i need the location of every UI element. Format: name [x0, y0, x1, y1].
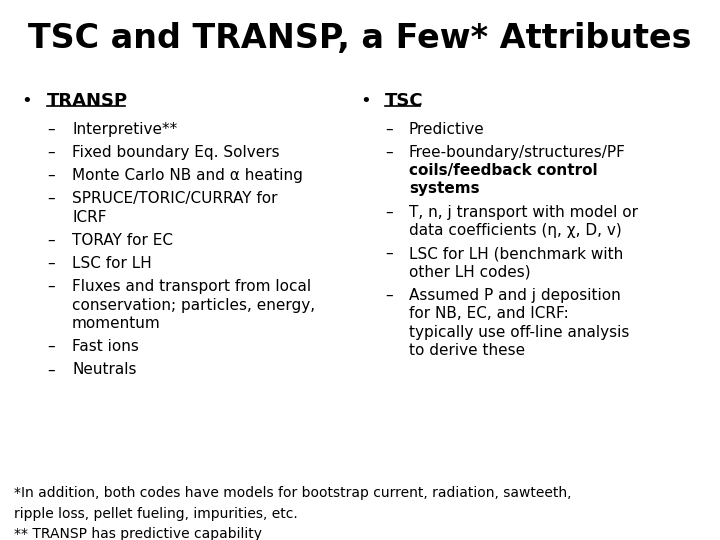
Text: to derive these: to derive these	[409, 343, 525, 358]
Text: coils/feedback control: coils/feedback control	[409, 163, 598, 178]
Text: SPRUCE/TORIC/CURRAY for: SPRUCE/TORIC/CURRAY for	[72, 191, 277, 206]
Text: –: –	[47, 233, 55, 248]
Text: –: –	[47, 145, 55, 160]
Text: LSC for LH: LSC for LH	[72, 256, 152, 271]
Text: Interpretive**: Interpretive**	[72, 122, 177, 137]
Text: TRANSP: TRANSP	[47, 92, 128, 110]
Text: typically use off-line analysis: typically use off-line analysis	[409, 325, 629, 340]
Text: Neutrals: Neutrals	[72, 362, 137, 377]
Text: •: •	[22, 92, 32, 110]
Text: –: –	[47, 362, 55, 377]
Text: –: –	[47, 168, 55, 183]
Text: Assumed P and j deposition: Assumed P and j deposition	[409, 288, 621, 303]
Text: data coefficients (η, χ, D, v): data coefficients (η, χ, D, v)	[409, 223, 621, 238]
Text: –: –	[385, 145, 393, 160]
Text: T, n, j transport with model or: T, n, j transport with model or	[409, 205, 638, 220]
Text: •: •	[360, 92, 371, 110]
Text: systems: systems	[409, 181, 480, 197]
Text: Fixed boundary Eq. Solvers: Fixed boundary Eq. Solvers	[72, 145, 279, 160]
Text: Monte Carlo NB and α heating: Monte Carlo NB and α heating	[72, 168, 303, 183]
Text: TORAY for EC: TORAY for EC	[72, 233, 173, 248]
Text: for NB, EC, and ICRF:: for NB, EC, and ICRF:	[409, 306, 569, 321]
Text: –: –	[385, 122, 393, 137]
Text: TSC: TSC	[385, 92, 424, 110]
Text: ** TRANSP has predictive capability: ** TRANSP has predictive capability	[14, 527, 262, 540]
Text: –: –	[47, 256, 55, 271]
Text: LSC for LH (benchmark with: LSC for LH (benchmark with	[409, 246, 624, 261]
Text: ripple loss, pellet fueling, impurities, etc.: ripple loss, pellet fueling, impurities,…	[14, 507, 298, 521]
Text: –: –	[385, 246, 393, 261]
Text: –: –	[47, 191, 55, 206]
Text: Fluxes and transport from local: Fluxes and transport from local	[72, 279, 311, 294]
Text: ICRF: ICRF	[72, 210, 107, 225]
Text: conservation; particles, energy,: conservation; particles, energy,	[72, 298, 315, 313]
Text: –: –	[385, 205, 393, 220]
Text: Fast ions: Fast ions	[72, 339, 139, 354]
Text: Predictive: Predictive	[409, 122, 485, 137]
Text: –: –	[47, 122, 55, 137]
Text: momentum: momentum	[72, 316, 161, 331]
Text: –: –	[47, 339, 55, 354]
Text: TSC and TRANSP, a Few* Attributes: TSC and TRANSP, a Few* Attributes	[28, 22, 692, 55]
Text: –: –	[47, 279, 55, 294]
Text: *In addition, both codes have models for bootstrap current, radiation, sawteeth,: *In addition, both codes have models for…	[14, 486, 572, 500]
Text: –: –	[385, 288, 393, 303]
Text: Free-boundary/structures/PF: Free-boundary/structures/PF	[409, 145, 626, 160]
Text: other LH codes): other LH codes)	[409, 265, 531, 280]
